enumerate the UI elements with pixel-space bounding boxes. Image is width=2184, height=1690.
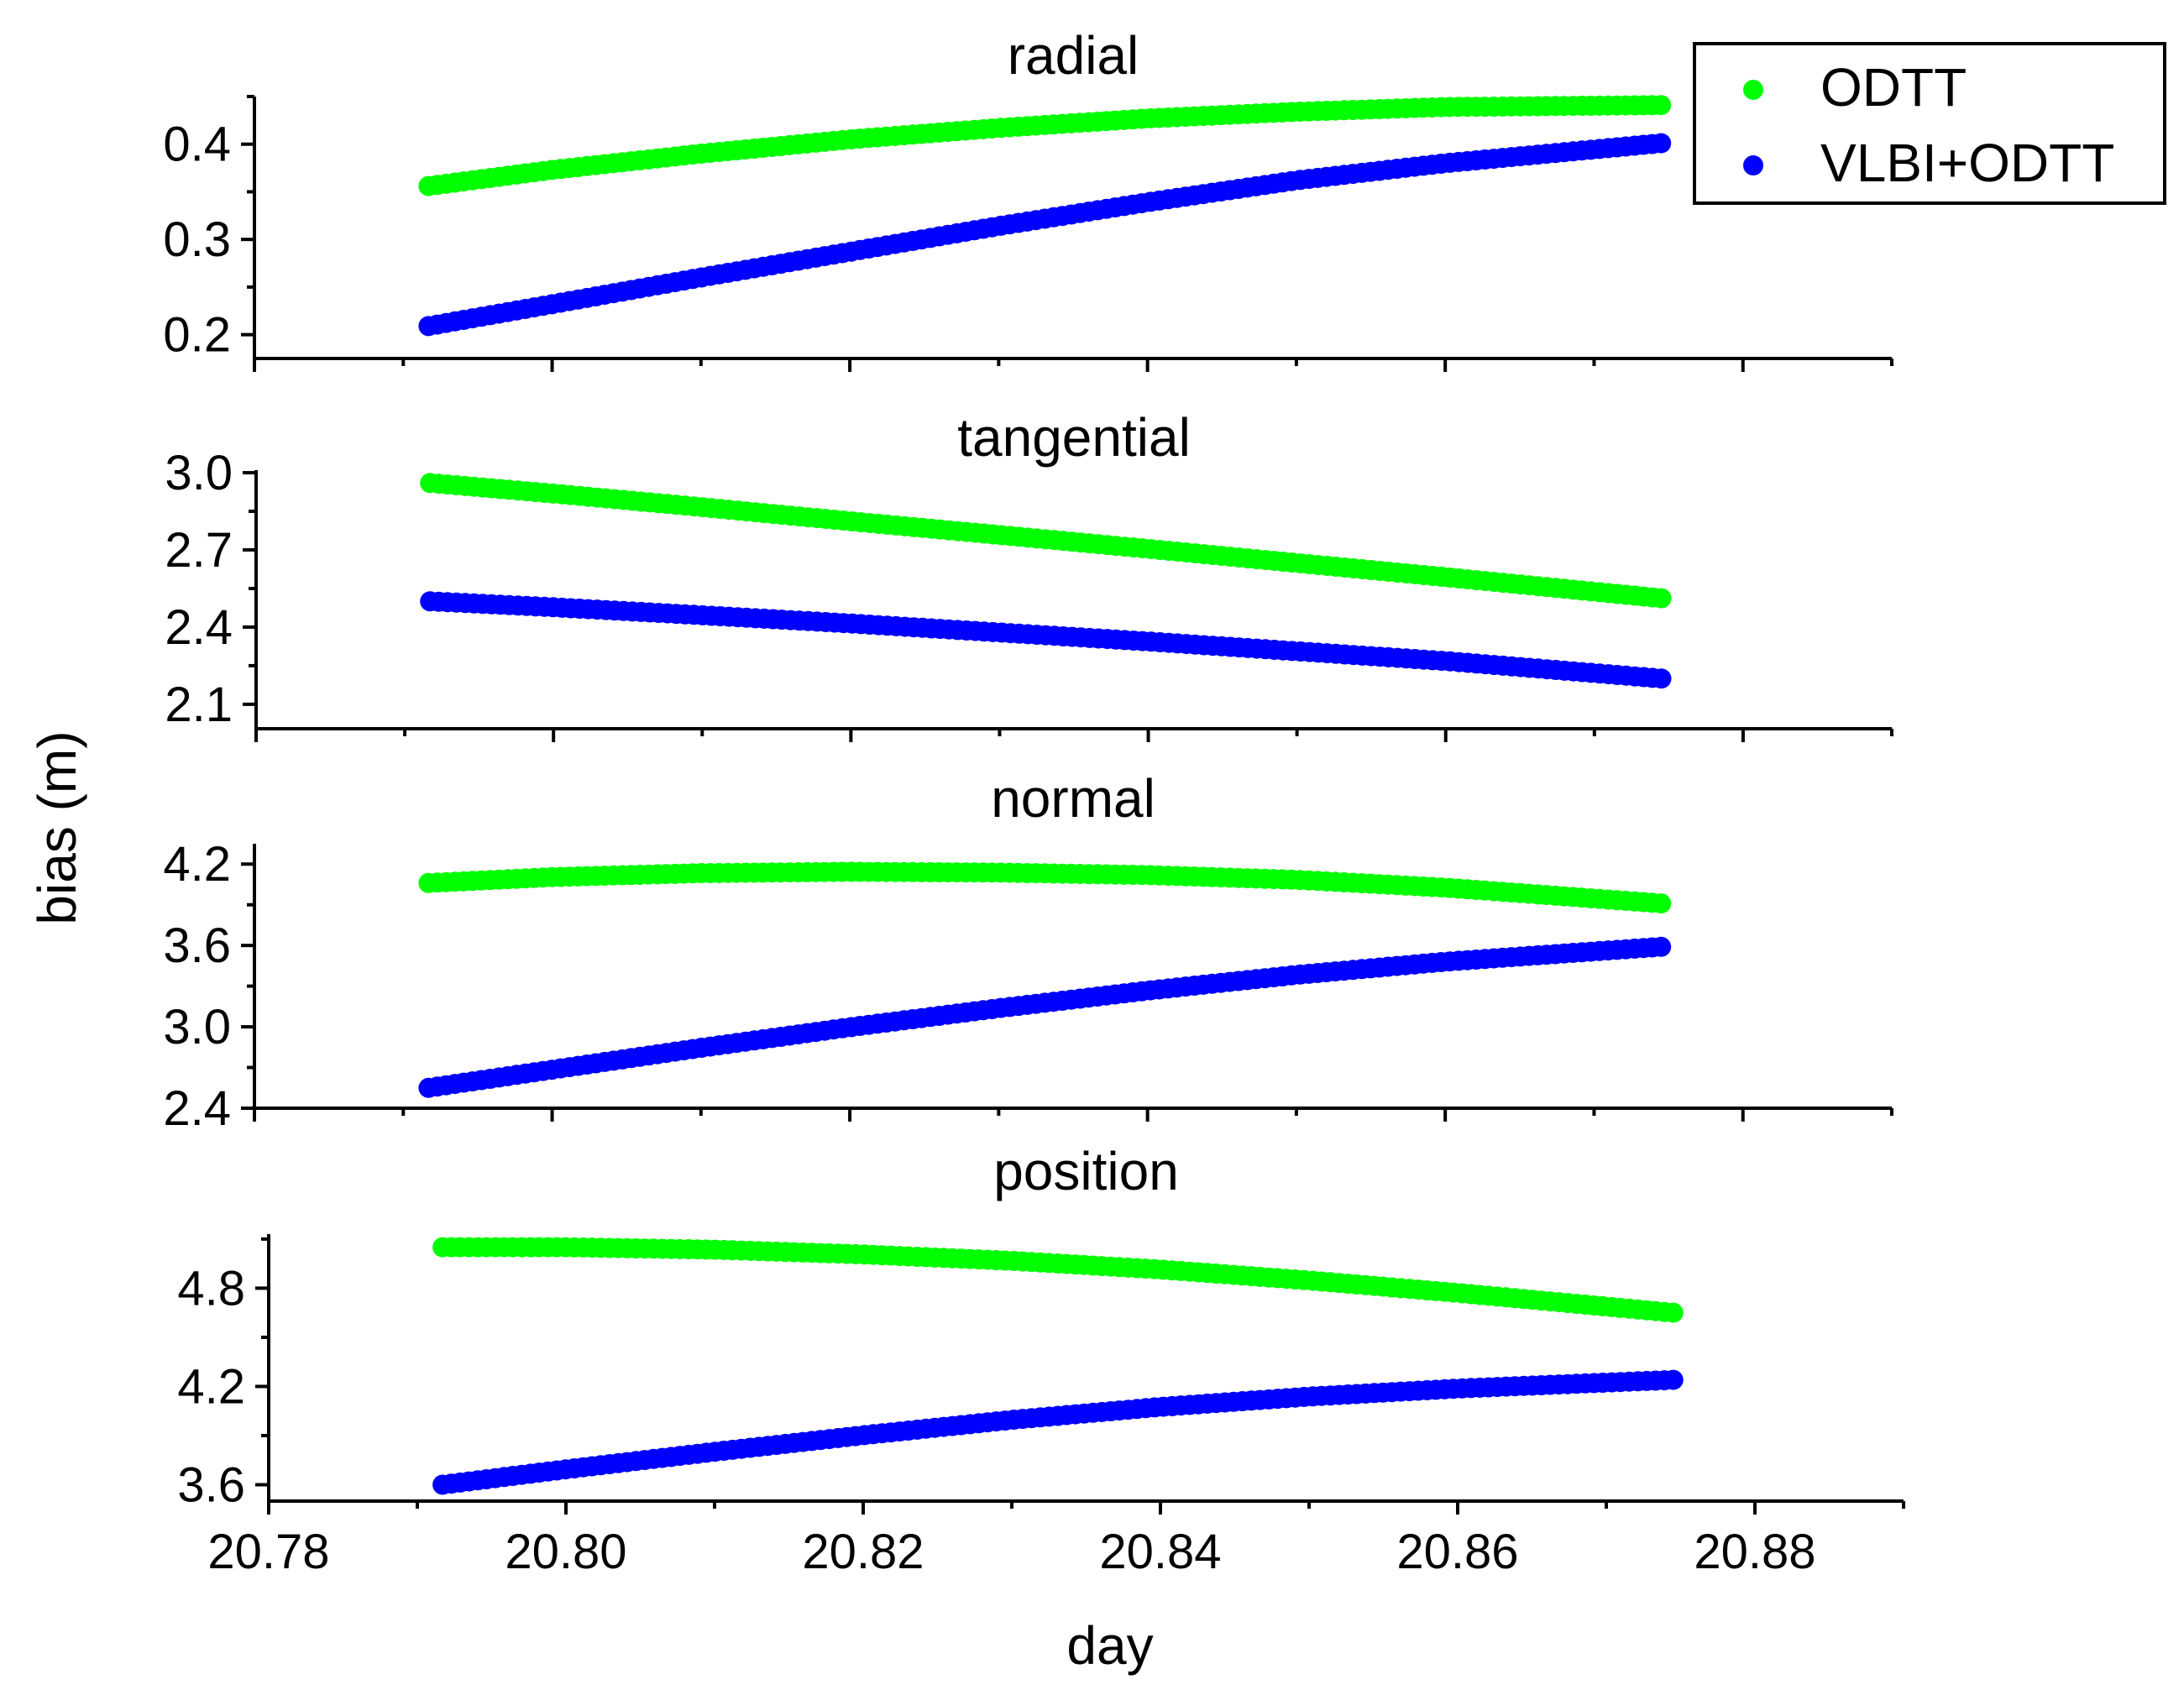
series-vlbi-odtt bbox=[418, 936, 1672, 1098]
y-tick-label: 0.3 bbox=[163, 212, 231, 267]
y-tick-label: 4.2 bbox=[177, 1359, 245, 1414]
panel-tangential: tangential 2.1 2.4 2.7 3.0 bbox=[165, 407, 1893, 742]
series-odtt bbox=[418, 95, 1672, 196]
y-tick-label: 4.8 bbox=[177, 1261, 245, 1316]
data-point bbox=[1651, 133, 1672, 154]
legend-marker-odtt bbox=[1743, 80, 1763, 100]
data-point bbox=[1651, 936, 1672, 957]
series-vlbi-odtt bbox=[420, 591, 1672, 689]
data-point bbox=[1663, 1369, 1684, 1390]
chart-panels: radial0.20.30.4tangential2.12.42.73.0nor… bbox=[163, 25, 1905, 1579]
y-tick-label: 0.2 bbox=[163, 308, 231, 363]
legend-label-odtt: ODTT bbox=[1820, 57, 1967, 118]
panel-title: tangential bbox=[957, 407, 1191, 468]
x-tick-label: 20.82 bbox=[802, 1525, 924, 1579]
y-tick-label: 3.0 bbox=[163, 1000, 231, 1054]
y-tick-label: 4.2 bbox=[163, 837, 231, 892]
x-tick-label: 20.80 bbox=[505, 1525, 626, 1579]
panel-position: position 3.6 4.2 4.8 20.78 20.80 20.82 20.84 20.… bbox=[177, 1141, 1905, 1579]
legend-marker-vlbi-odtt bbox=[1743, 155, 1763, 175]
y-tick-label: 3.0 bbox=[165, 446, 233, 500]
y-axis-title: bias (m) bbox=[27, 730, 87, 924]
series-vlbi-odtt bbox=[418, 133, 1672, 337]
panel-title: position bbox=[993, 1141, 1179, 1201]
data-point bbox=[1651, 668, 1672, 689]
legend-box bbox=[1693, 42, 2166, 205]
series-vlbi-odtt bbox=[432, 1369, 1684, 1495]
y-tick-label: 2.7 bbox=[165, 523, 233, 578]
y-tick-label: 3.6 bbox=[177, 1457, 245, 1512]
data-point bbox=[1663, 1302, 1684, 1323]
panel-normal: normal 2.4 3.0 3.6 4.2 bbox=[163, 768, 1893, 1136]
y-tick-label: 2.1 bbox=[165, 678, 233, 732]
x-tick-label: 20.78 bbox=[207, 1525, 329, 1579]
y-tick-label: 2.4 bbox=[165, 600, 233, 655]
x-axis-title: day bbox=[1066, 1615, 1153, 1676]
panel-title: radial bbox=[1008, 25, 1139, 86]
y-tick-label: 0.4 bbox=[163, 118, 231, 172]
data-point bbox=[1651, 95, 1672, 116]
series-odtt bbox=[418, 861, 1672, 914]
series-odtt bbox=[432, 1237, 1684, 1323]
data-point bbox=[1651, 588, 1672, 609]
legend-label-vlbi-odtt: VLBI+ODTT bbox=[1820, 133, 2114, 193]
data-point bbox=[1651, 893, 1672, 914]
x-tick-label: 20.88 bbox=[1694, 1525, 1815, 1579]
x-tick-label: 20.86 bbox=[1396, 1525, 1518, 1579]
y-tick-label: 3.6 bbox=[163, 918, 231, 973]
x-tick-label: 20.84 bbox=[1099, 1525, 1221, 1579]
panel-title: normal bbox=[991, 768, 1155, 829]
series-odtt bbox=[420, 473, 1672, 609]
panel-radial: radial 0.2 0.3 0.4 bbox=[163, 25, 1893, 372]
y-tick-label: 2.4 bbox=[163, 1081, 231, 1136]
legend: ODTT VLBI+ODTT bbox=[1693, 42, 2166, 205]
